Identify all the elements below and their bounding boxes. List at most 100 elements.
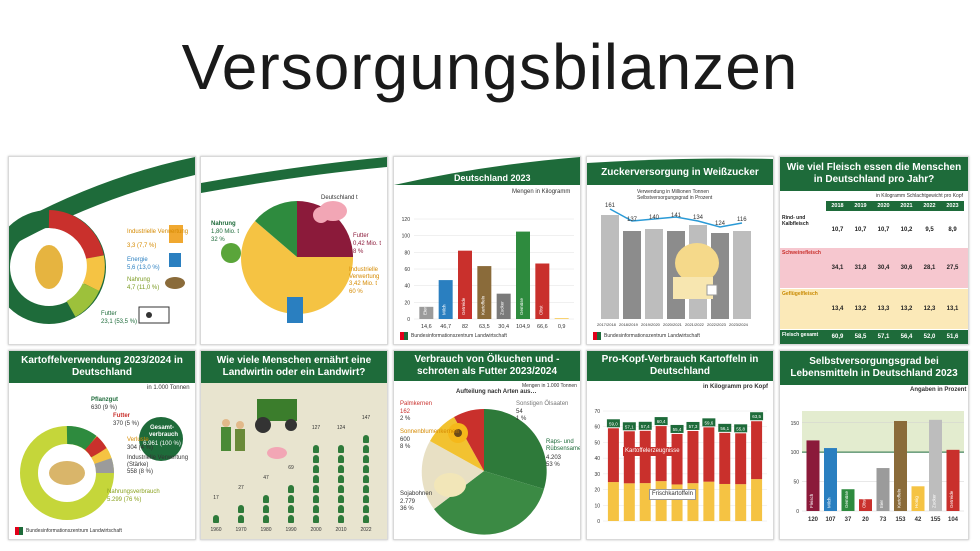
chart-unit: Mengen in Kilogramm: [512, 189, 571, 195]
oilcake-pie: [421, 408, 547, 535]
year-label: 1960: [210, 527, 222, 533]
annotation-frisch: Frischkartoffeln: [649, 489, 696, 500]
row-values: 60,9 58,5 57,1 56,4 52,0 51,6: [826, 330, 964, 344]
value-label: 73: [880, 517, 887, 523]
footer-logo: Bundesinformationszentrum Landwirtschaft: [400, 332, 507, 340]
person-icon: [313, 455, 319, 463]
year-4: 2020/2021: [663, 322, 682, 327]
year-header: 2023: [946, 203, 959, 209]
year-1: 2017/2018: [597, 322, 616, 327]
y-tick-label: 10: [594, 503, 600, 509]
y-tick-label: 20: [404, 300, 410, 306]
tile-kartoffel-pro-kopf[interactable]: Pro-Kopf-Verbrauch Kartoffeln in Deutsch…: [586, 350, 774, 540]
tile-kartoffelverwendung[interactable]: Kartoffelverwendung 2023/2024 in Deutsch…: [8, 350, 196, 540]
value-raps: 4.203: [546, 455, 562, 461]
people-columns: 17 1960 27 1970 47 1980 69 1990 127 2000 124 2010 14…: [201, 383, 387, 539]
potato-bars: 0 10 20 30 40 50 60 70 59,0 57,1 57,4 60,4 55,4 57,3 5…: [594, 409, 767, 525]
person-icon: [338, 495, 344, 503]
bar: [806, 440, 820, 511]
value-label: 104,9: [516, 324, 530, 330]
bar: [946, 449, 960, 511]
table-cell: 30,4: [877, 265, 890, 271]
bar-erzeugnisse: [735, 433, 747, 485]
selfsufficiency-bars: 0 50 100 150 Fleisch 120 Milch 107 Gemüse 37 Obst 2…: [791, 411, 964, 523]
tile-raps-verwendung[interactable]: Deutschland t Nahrung 1,80 Mio. t 32 % F…: [200, 156, 388, 345]
category-label: Gemüse: [519, 297, 524, 315]
percent-futter: 8 %: [353, 249, 364, 255]
tile-oelkuchen[interactable]: Verbrauch von Ölkuchen und -schroten als…: [393, 350, 581, 540]
donut-chart: [9, 157, 195, 324]
value-industrie: 3,3 (7,7 %): [127, 243, 157, 249]
value-label: 82: [462, 324, 468, 330]
value-label: 55,4: [673, 427, 682, 432]
person-icon: [338, 465, 344, 473]
table-cell: 13,1: [946, 306, 959, 312]
label-palmkernen: Palmkernen: [400, 401, 433, 407]
tile-title: Kartoffelverwendung 2023/2024 in Deutsch…: [9, 351, 195, 383]
label-industrie: Industrielle Verwertung: [127, 229, 189, 235]
tile-title: Wie viel Fleisch essen die Menschen in D…: [780, 157, 968, 191]
row-values: 10,7 10,7 10,7 10,2 9,5 8,9: [826, 213, 964, 247]
person-icon: [363, 445, 369, 453]
value-label: 60,4: [657, 419, 666, 424]
value-label: 20: [862, 517, 869, 523]
value-pflanzgut: 630 (9 %): [91, 405, 118, 411]
table-row: Fleisch gesamt 60,9 58,5 57,1 56,4 52,0 51,6: [780, 330, 968, 344]
value-label: 124: [336, 425, 346, 431]
value-badge: [622, 422, 636, 431]
value-sonnenblumen: 600: [400, 437, 411, 443]
table-cell: 12,3: [923, 306, 936, 312]
person-icon: [363, 485, 369, 493]
tile-zuckerversorgung[interactable]: Zuckerversorgung in Weißzucker Verwendun…: [586, 156, 774, 345]
table-cell: 10,7: [831, 227, 844, 233]
tile-title-fragment: Deutschland t: [321, 195, 358, 201]
footer-logo: Bundesinformationszentrum Landwirtschaft: [15, 527, 122, 535]
bar-frischkartoffeln: [623, 483, 635, 521]
value-futter: 0,42 Mio. t: [353, 241, 382, 247]
table-row: Geflügelfleisch 13,4 13,2 13,3 13,2 12,3 13,1: [780, 289, 968, 329]
value-label: 30,4: [498, 324, 509, 330]
tile-fleischverbrauch[interactable]: Wie viel Fleisch essen die Menschen in D…: [779, 156, 969, 345]
bar-frischkartoffeln: [639, 483, 651, 521]
chart-unit: in 1.000 Tonnen: [147, 385, 190, 391]
pct-raps: 53 %: [546, 462, 560, 468]
value-badge: [638, 421, 652, 430]
person-icon: [363, 455, 369, 463]
year-7: 2023/2024: [729, 322, 748, 327]
value-label: 66,6: [537, 324, 548, 330]
table-cell: 52,0: [923, 334, 936, 340]
table-cell: 30,6: [900, 265, 913, 271]
percent-industrie: 60 %: [349, 289, 363, 295]
year-header: 2018: [831, 203, 844, 209]
value-badge: [718, 423, 732, 432]
value-label: 153: [895, 517, 906, 523]
tile-title: Zuckerversorgung in Weißzucker: [601, 167, 759, 178]
value-palmkernen: 162: [400, 409, 411, 415]
potato-donut: [20, 417, 183, 520]
tile-title: Verbrauch von Ölkuchen und -schroten als…: [394, 351, 580, 381]
year-header: 2022: [923, 203, 936, 209]
tile-pro-kopf-verbrauch[interactable]: Deutschland 2023 Mengen in Kilogramm 0 20…: [393, 156, 581, 345]
category-label: Fleisch: [809, 493, 814, 508]
person-icon: [363, 495, 369, 503]
year-label: 1970: [235, 527, 247, 533]
table-header-row: 2018 2019 2020 2021 2022 2023: [826, 201, 964, 211]
category-label: Eier: [422, 306, 427, 315]
y-tick-label: 100: [791, 450, 800, 456]
value-label: 57,1: [625, 424, 634, 429]
y-tick-label: 40: [594, 456, 600, 462]
category-label: Obst: [538, 305, 543, 315]
category-label: Milch: [827, 497, 832, 508]
bar-erzeugnisse: [607, 428, 619, 483]
value-label: 127: [311, 425, 321, 431]
bar-frischkartoffeln: [751, 479, 763, 521]
tile-futter-energie[interactable]: Industrielle Verwertung 3,3 (7,7 %) Ener…: [8, 156, 196, 345]
tile-landwirt-ernaehrt[interactable]: Wie viele Menschen ernährt eine Landwirt…: [200, 350, 388, 540]
tile-selbstversorgungsgrad[interactable]: Selbstversorgungsgrad bei Lebensmitteln …: [779, 350, 969, 540]
bar: [929, 419, 942, 511]
bar-frischkartoffeln: [607, 482, 619, 521]
label-industrie: Industrielle Verwertung (Stärke): [127, 455, 189, 468]
bar-erzeugnisse: [687, 430, 699, 484]
tile-title: Deutschland 2023: [454, 173, 531, 183]
category-label: Kartoffeln: [480, 295, 485, 315]
